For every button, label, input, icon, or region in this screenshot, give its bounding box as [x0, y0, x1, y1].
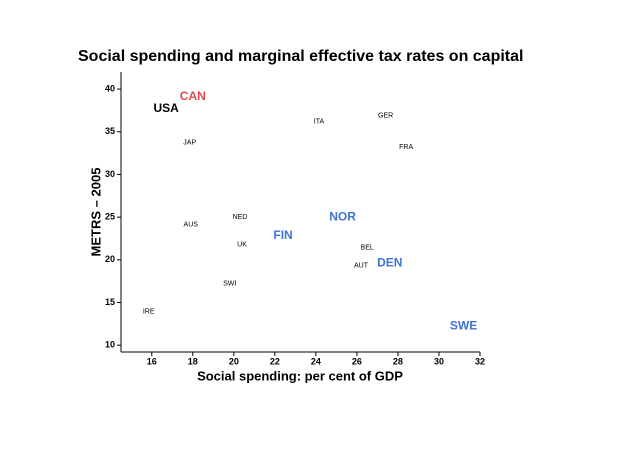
x-tick-label: 28 — [393, 356, 403, 366]
point-label: FIN — [273, 228, 292, 242]
y-tick-label: 30 — [105, 169, 115, 179]
point-label: AUT — [354, 263, 369, 270]
point-label: ITA — [314, 118, 325, 125]
x-tick-label: 24 — [311, 356, 321, 366]
y-tick-label: 25 — [105, 211, 115, 221]
y-tick-label: 40 — [105, 83, 115, 93]
x-axis-label: Social spending: per cent of GDP — [197, 368, 403, 383]
point-label: CAN — [180, 89, 206, 103]
x-tick-label: 22 — [270, 356, 280, 366]
point-label: UK — [237, 241, 247, 248]
x-tick-label: 20 — [229, 356, 239, 366]
y-tick-label: 15 — [105, 297, 115, 307]
point-label: FRA — [399, 144, 413, 151]
point-label: JAP — [183, 140, 196, 147]
point-label: SWE — [450, 319, 477, 333]
point-label: NED — [233, 214, 248, 221]
point-label: BEL — [361, 245, 374, 252]
x-tick-label: 26 — [352, 356, 362, 366]
chart-title: Social spending and marginal effective t… — [78, 48, 523, 65]
point-label: USA — [153, 101, 179, 115]
point-label: SWI — [223, 281, 236, 288]
point-label: NOR — [329, 209, 356, 223]
y-tick-label: 10 — [105, 340, 115, 350]
x-tick-label: 16 — [147, 356, 157, 366]
y-tick-label: 35 — [105, 126, 115, 136]
x-tick-label: 30 — [434, 356, 444, 366]
y-tick-label: 20 — [105, 254, 115, 264]
point-label: DEN — [377, 255, 402, 269]
y-axis-label: METRS – 2005 — [88, 168, 103, 257]
x-tick-label: 32 — [475, 356, 485, 366]
point-label: AUS — [184, 222, 199, 229]
x-tick-label: 18 — [188, 356, 198, 366]
point-label: GER — [378, 112, 393, 119]
point-label: IRE — [143, 309, 155, 316]
